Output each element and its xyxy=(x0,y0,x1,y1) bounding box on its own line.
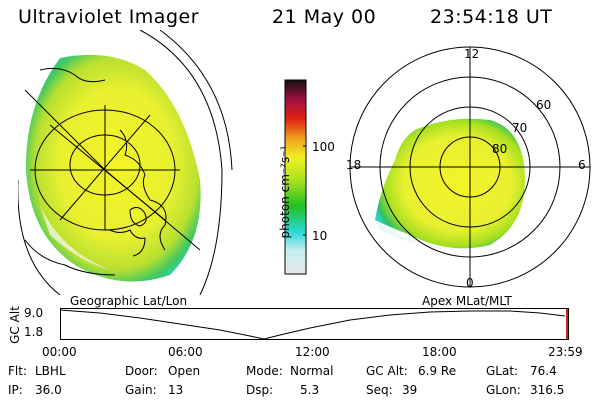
alt-ytick-low: 1.8 xyxy=(24,325,44,339)
alt-xtick-0: 00:00 xyxy=(42,345,77,359)
time-label: 23:54:18 UT xyxy=(430,6,553,28)
alt-ylabel: GC Alt xyxy=(7,306,22,344)
dsp-value: 5.3 xyxy=(300,383,320,397)
mlt-label-6: 6 xyxy=(578,158,586,172)
mode-value: Normal xyxy=(290,364,334,378)
colorbar-unit-label: photon cm⁻²s⁻¹ xyxy=(278,145,292,239)
alt-xtick-1: 06:00 xyxy=(168,345,203,359)
polar-plot xyxy=(349,46,591,288)
flt-value: LBHL xyxy=(35,364,66,378)
door-label: Door: xyxy=(125,364,158,378)
dsp-label: Dsp: xyxy=(246,383,274,397)
gcalt-label: GC Alt: xyxy=(366,364,408,378)
gain-value: 13 xyxy=(168,383,184,397)
geographic-map xyxy=(18,30,233,295)
flt-label: Flt: xyxy=(8,364,27,378)
mlt-label-12: 12 xyxy=(464,47,480,61)
date-label: 21 May 00 xyxy=(272,6,377,28)
gain-label: Gain: xyxy=(125,383,157,397)
mlat-label-60: 60 xyxy=(536,98,552,112)
gcalt-value: 6.9 Re xyxy=(418,364,457,378)
seq-label: Seq: xyxy=(366,383,393,397)
ip-label: IP: xyxy=(8,383,23,397)
geo-caption: Geographic Lat/Lon xyxy=(70,294,188,308)
glat-label: GLat: xyxy=(486,364,519,378)
door-value: Open xyxy=(168,364,201,378)
uv-image-region xyxy=(25,54,201,282)
alt-xtick-3: 18:00 xyxy=(422,345,457,359)
polar-uv-region xyxy=(375,118,525,249)
colorbar-tick-100: 100 xyxy=(312,140,335,154)
mlat-label-70: 70 xyxy=(512,121,528,135)
glon-label: GLon: xyxy=(486,383,521,397)
colorbar-tick-10: 10 xyxy=(312,229,328,243)
ip-value: 36.0 xyxy=(35,383,62,397)
mlt-label-0: 0 xyxy=(466,276,474,290)
glat-value: 76.4 xyxy=(530,364,557,378)
alt-xtick-2: 12:00 xyxy=(295,345,330,359)
mode-label: Mode: xyxy=(246,364,283,378)
altitude-curve xyxy=(60,309,566,340)
glon-value: 316.5 xyxy=(530,383,565,397)
seq-value: 39 xyxy=(402,383,418,397)
mlat-label-80: 80 xyxy=(492,142,508,156)
polar-caption: Apex MLat/MLT xyxy=(422,294,512,308)
mlt-label-18: 18 xyxy=(346,158,362,172)
colorbar xyxy=(284,79,307,275)
altitude-plot xyxy=(60,308,569,340)
alt-xtick-4: 23:59 xyxy=(548,345,583,359)
alt-ytick-high: 9.0 xyxy=(24,306,44,320)
instrument-title: Ultraviolet Imager xyxy=(18,6,200,28)
